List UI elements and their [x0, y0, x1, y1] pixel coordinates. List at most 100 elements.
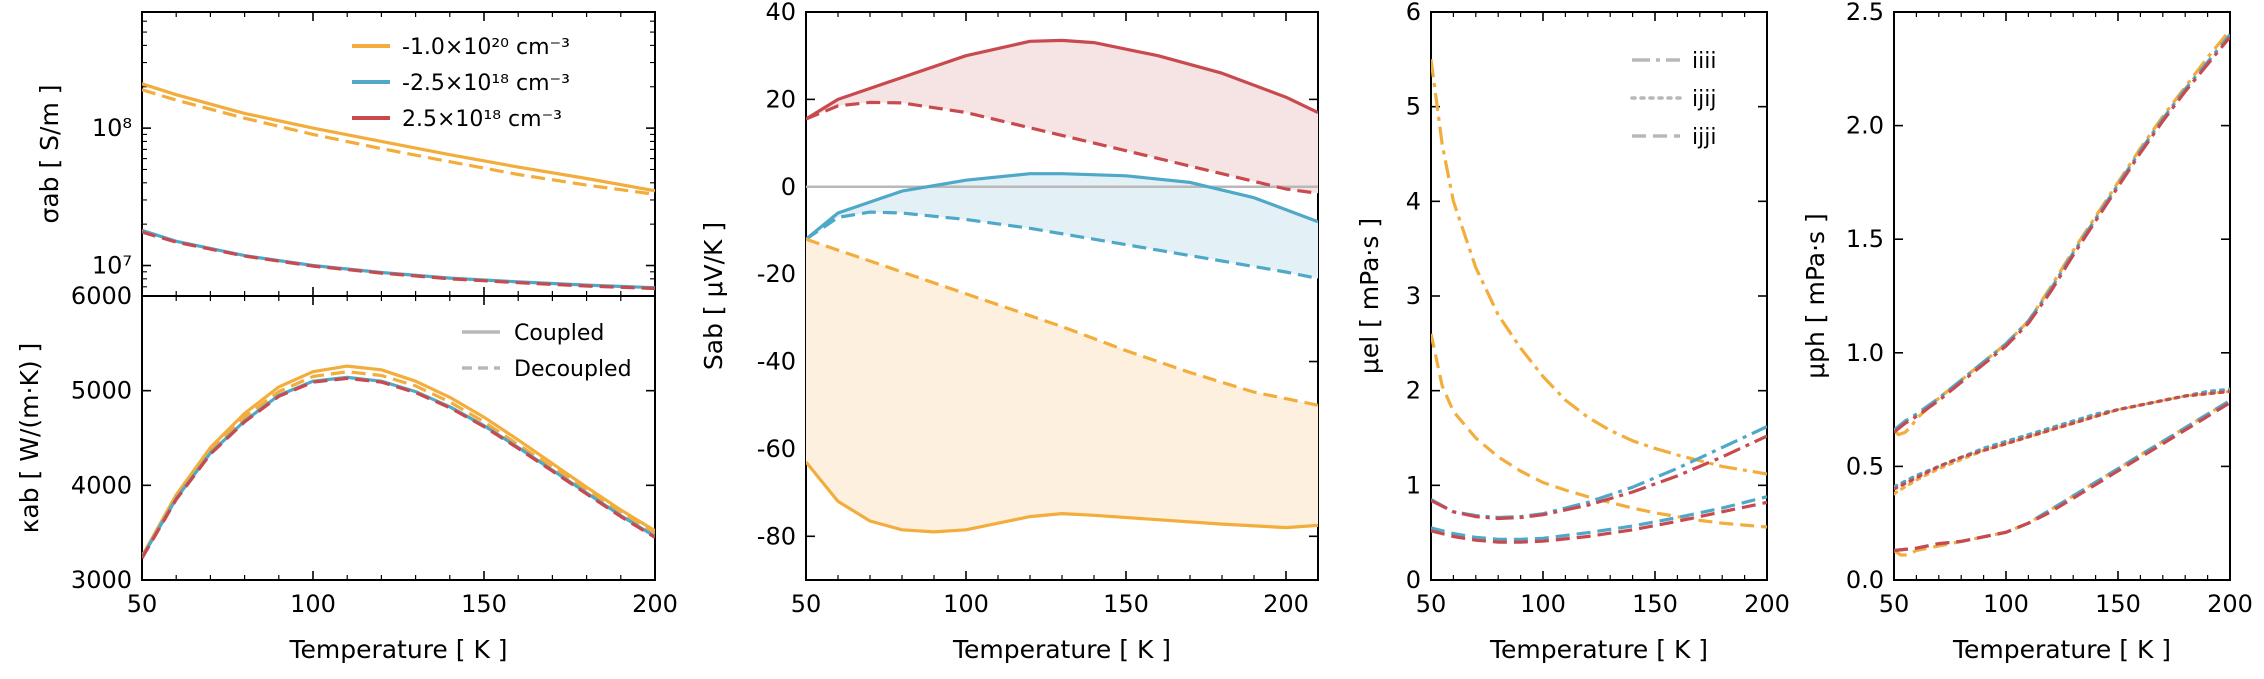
mu_el-series-blue-dashdot [1431, 425, 1767, 520]
mu_el-series-red-dashed [1431, 500, 1767, 544]
kappa-xtick-label: 200 [632, 590, 678, 618]
mu_ph-ytick-label: 2.5 [1846, 0, 1884, 26]
panel-mu-ph: 50 100 150 200 0.0 0.5 1.0 1.5 2.0 2.5 Temperature… [1801, 0, 2253, 664]
mu_ph-xtick-label: 150 [2095, 590, 2141, 618]
mu_el-xtick-label: 100 [1520, 590, 1566, 618]
legend-component-label: iiii [1692, 49, 1716, 74]
legend-component-label: ijij [1692, 87, 1716, 112]
seebeck-xtick-label: 50 [791, 590, 822, 618]
mu_el-series-blue-dashed [1431, 495, 1767, 541]
mu_ph-xtick-label: 50 [1879, 590, 1910, 618]
seebeck-fill-blue [806, 173, 1318, 279]
sigma-series-blue-solid [142, 228, 655, 290]
legend-carrier-label: 2.5×10¹⁸ cm⁻³ [402, 107, 562, 132]
mu_ph-series-blue-dotted [1894, 387, 2230, 489]
panel-seebeck: 50 100 150 200 -80 -60 -40 -20 0 20 40 Temperature … [699, 0, 1319, 664]
mu_ph-frame [1893, 11, 2231, 581]
sigma-ylabel: σab [ S/m ] [35, 84, 64, 223]
mu_el-series-red-dashdot [1431, 434, 1767, 521]
seebeck-ylabel: Sab [ μV/K ] [699, 222, 728, 370]
mu_ph-xlabel: Temperature [ K ] [1952, 635, 2171, 664]
seebeck-xlabel: Temperature [ K ] [952, 635, 1171, 664]
mu_el-ytick-label: 1 [1406, 471, 1421, 499]
seebeck-fill-orange [806, 239, 1318, 532]
seebeck-series-orange-solid [806, 460, 1318, 534]
mu_el-ytick-label: 2 [1406, 377, 1421, 405]
sigma-series-red-dashed [142, 230, 655, 291]
mu_el-xlabel: Temperature [ K ] [1489, 635, 1708, 664]
kappa-frame [141, 295, 656, 581]
panel-kappa: 50 100 150 200 3000 4000 5000 6000 Temperature [… [15, 282, 678, 664]
mu_ph-ylabel: μph [ mPa·s ] [1801, 213, 1830, 379]
seebeck-xtick-label: 150 [1103, 590, 1149, 618]
kappa-series-blue-solid [142, 375, 655, 559]
mu_ph-xtick-label: 200 [2207, 590, 2253, 618]
mu_el-ytick-label: 6 [1406, 0, 1421, 26]
mu_ph-ytick-label: 0.0 [1846, 566, 1884, 594]
mu_el-plot-area [1431, 59, 1767, 544]
mu_el-xtick-label: 150 [1632, 590, 1678, 618]
mu_ph-series-orange-dashdot [1894, 29, 2230, 437]
legend-carrier-label: -1.0×10²⁰ cm⁻³ [402, 35, 570, 60]
sigma-plot-area [142, 82, 655, 291]
mu_ph-series-blue-dashed [1894, 399, 2230, 553]
sigma-ytick-label: 10⁸ [92, 114, 132, 142]
seebeck-ytick-label: 0 [781, 173, 796, 201]
seebeck-ytick-label: 40 [765, 0, 796, 26]
kappa-series-orange-solid [142, 364, 655, 558]
kappa-xtick-label: 100 [290, 590, 336, 618]
mu_ph-series-orange-dotted [1894, 389, 2230, 496]
legend-coupling-label: Coupled [514, 321, 604, 346]
legend-component-label: ijji [1692, 125, 1716, 150]
seebeck-series-orange-dashed [806, 237, 1318, 407]
legend-components: iiii ijij ijji [1630, 49, 1716, 150]
kappa-ytick-label: 6000 [71, 282, 132, 310]
kappa-ytick-label: 5000 [71, 377, 132, 405]
mu_ph-series-red-dashdot [1894, 35, 2230, 434]
seebeck-ytick-label: 20 [765, 85, 796, 113]
kappa-ytick-label: 4000 [71, 471, 132, 499]
kappa-xtick-label: 50 [127, 590, 158, 618]
mu_ph-plot-area [1894, 29, 2230, 557]
seebeck-plot-area [806, 38, 1318, 534]
mu_el-ylabel: μel [ mPa·s ] [1355, 218, 1384, 374]
seebeck-fill-red [806, 40, 1318, 194]
mu_ph-ytick-label: 1.0 [1846, 339, 1884, 367]
legend-carrier-label: -2.5×10¹⁸ cm⁻³ [402, 71, 570, 96]
seebeck-ytick-label: -40 [757, 348, 796, 376]
mu_ph-series-blue-dashdot [1894, 33, 2230, 432]
seebeck-series-blue-solid [806, 172, 1318, 241]
mu_el-frame [1430, 11, 1768, 581]
mu_ph-ytick-label: 2.0 [1846, 112, 1884, 140]
mu_el-ytick-label: 4 [1406, 187, 1421, 215]
legend-carriers: -1.0×10²⁰ cm⁻³ -2.5×10¹⁸ cm⁻³ 2.5×10¹⁸ cm⁻… [352, 35, 570, 132]
legend-coupling: Coupled Decoupled [462, 321, 632, 382]
kappa-series-orange-dashed [142, 370, 655, 559]
sigma-series-orange-dashed [142, 88, 655, 196]
legend-coupling-label: Decoupled [514, 357, 632, 382]
kappa-xtick-label: 150 [461, 590, 507, 618]
kappa-series-red-dashed [142, 376, 655, 560]
kappa-ytick-label: 3000 [71, 566, 132, 594]
seebeck-series-blue-dashed [806, 210, 1318, 281]
sigma-ytick-label: 10⁷ [92, 252, 132, 280]
mu_ph-xtick-label: 100 [1983, 590, 2029, 618]
mu_ph-series-red-dotted [1894, 389, 2230, 491]
mu_el-ytick-label: 0 [1406, 566, 1421, 594]
panel-mu-el: 50 100 150 200 0 1 2 3 4 5 6 Temperature [ K ] μel [… [1355, 0, 1790, 664]
mu_el-ytick-label: 3 [1406, 282, 1421, 310]
mu_ph-series-red-dashed [1894, 401, 2230, 553]
kappa-ylabel: κab [ W/(m·K) ] [15, 343, 44, 534]
mu_el-series-orange-dashed [1431, 333, 1767, 529]
mu_ph-ytick-label: 1.5 [1846, 225, 1884, 253]
seebeck-ytick-label: -20 [757, 260, 796, 288]
sigma-frame [141, 11, 656, 297]
seebeck-ytick-label: -60 [757, 435, 796, 463]
kappa-plot-area [142, 364, 655, 560]
mu_el-series-orange-dashdot [1431, 59, 1767, 476]
seebeck-series-red-solid [806, 38, 1318, 121]
seebeck-xtick-label: 100 [943, 590, 989, 618]
mu_el-ytick-label: 5 [1406, 93, 1421, 121]
seebeck-series-red-dashed [806, 100, 1318, 195]
